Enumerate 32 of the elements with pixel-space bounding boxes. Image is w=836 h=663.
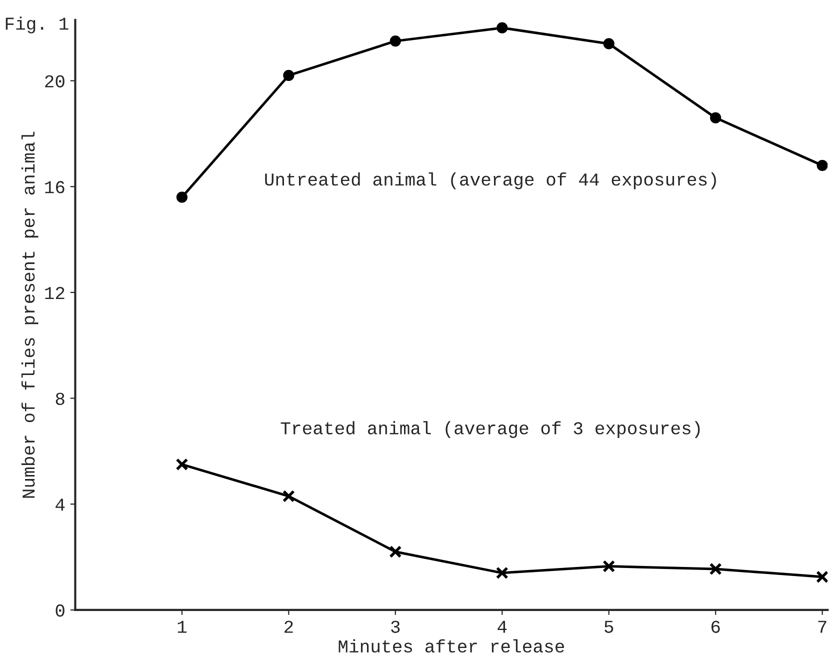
x-axis-title: Minutes after release: [338, 639, 564, 653]
point: [389, 545, 402, 558]
point: [176, 192, 188, 203]
point: [709, 562, 722, 576]
caption: Fig. 1: [6, 16, 68, 34]
y-tick-label: 4: [56, 498, 65, 511]
point: [282, 490, 295, 502]
point: [816, 160, 828, 171]
y-axis-title: Number of flies present per animal: [21, 132, 38, 498]
x-tick-label: 1: [178, 620, 187, 633]
x-tick-label: 6: [711, 620, 720, 633]
point: [176, 458, 188, 471]
x-tick-label: 2: [284, 620, 293, 633]
point: [496, 566, 508, 580]
text: Untreated animal (average of 44 exposures): [265, 172, 716, 190]
point: [496, 22, 508, 34]
x-tick-label: 4: [498, 620, 507, 633]
point: [603, 38, 614, 50]
text: Treated animal (average of 3 exposures): [280, 421, 700, 438]
y-tick-label: 12: [45, 286, 64, 299]
y-tick-label: 0: [56, 604, 64, 617]
y-tick-label: 20: [45, 75, 64, 88]
x-tick-label: 5: [604, 620, 614, 633]
y-tick-label: 16: [45, 181, 64, 194]
y-tick-label: 8: [56, 392, 64, 405]
x-tick-label: 7: [818, 620, 826, 633]
point: [710, 112, 722, 124]
point: [390, 36, 401, 47]
x-tick-label: 3: [391, 620, 400, 633]
point: [816, 570, 828, 584]
point: [602, 560, 616, 573]
point: [283, 70, 294, 82]
